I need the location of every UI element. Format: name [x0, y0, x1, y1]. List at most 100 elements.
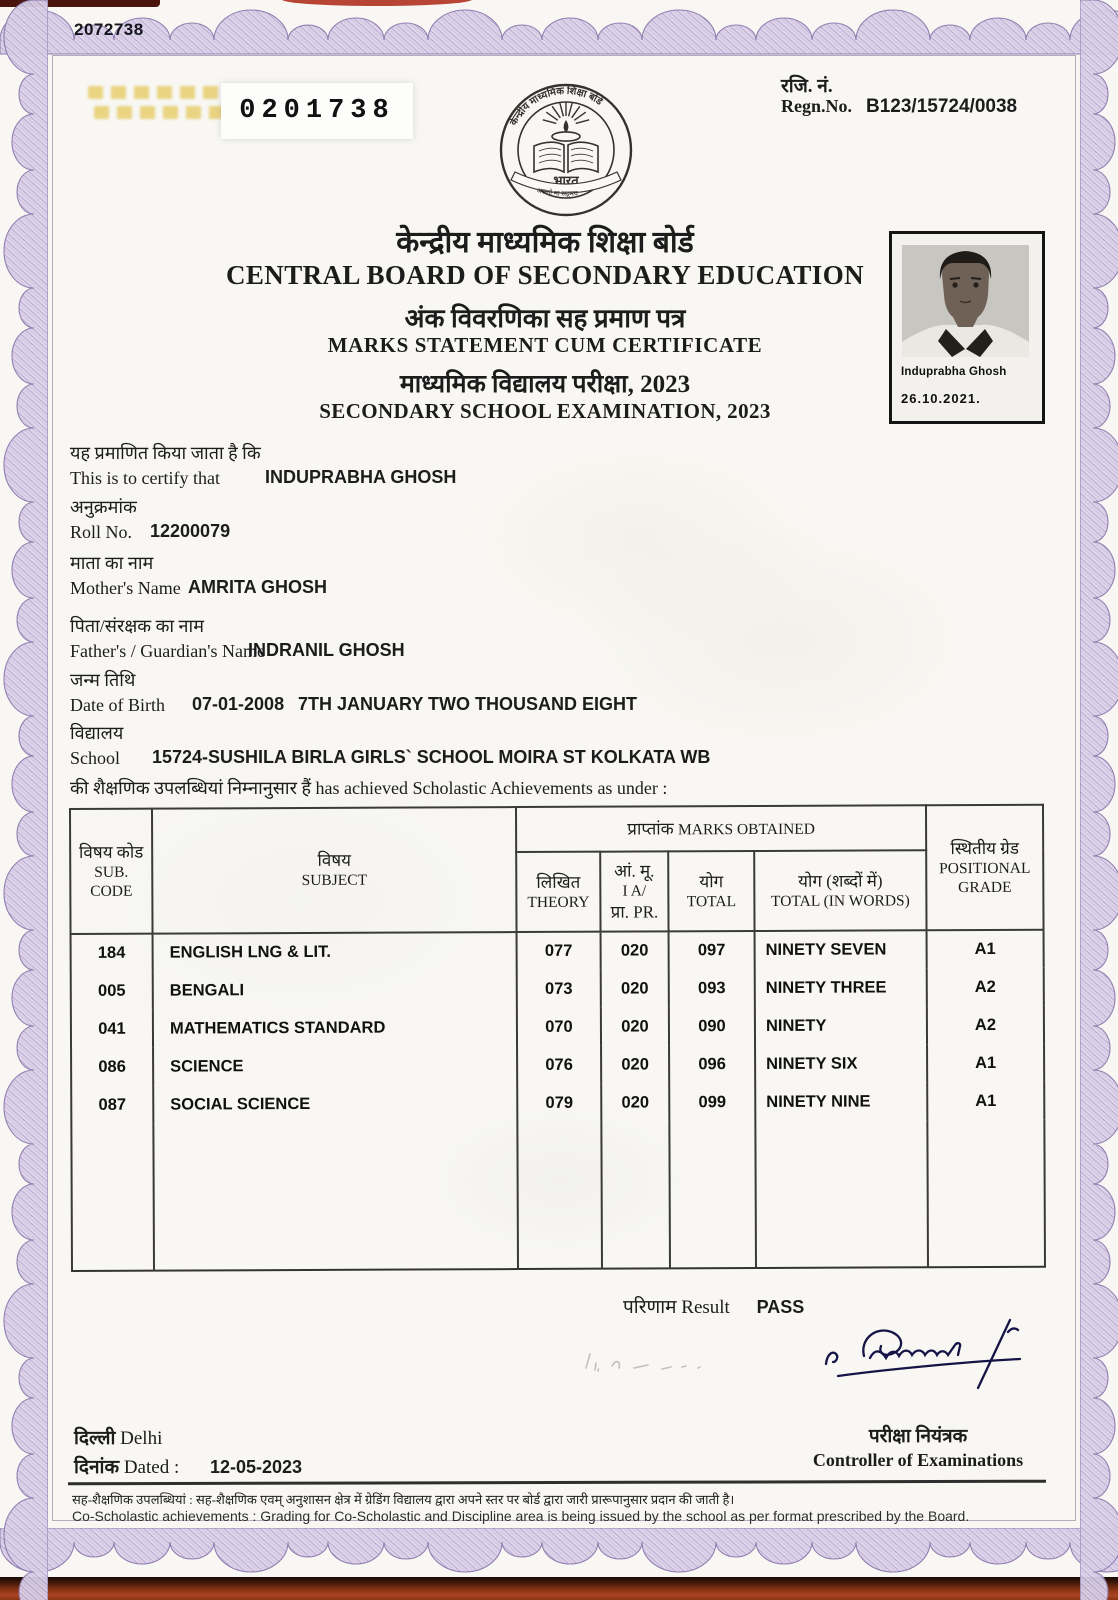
- cell-code: 184: [70, 933, 153, 972]
- lace-border-top: [0, 9, 1118, 55]
- result-value: PASS: [756, 1297, 805, 1317]
- cell-grade: A1: [927, 1043, 1045, 1083]
- mother-value: AMRITA GHOSH: [188, 577, 327, 597]
- cell-words: NINETY: [754, 1006, 928, 1046]
- lace-border-bottom: [0, 1528, 1118, 1573]
- cell-code: 041: [70, 1009, 154, 1048]
- col-header-internal-assessment: आं. मू. I A/ प्रा. PR.: [600, 851, 669, 932]
- serial-number: 0201738: [239, 96, 395, 126]
- photo-caption-name: Induprabha Ghosh: [901, 366, 1007, 378]
- print-number: 2072738: [74, 20, 144, 39]
- lace-border-right: [1080, 0, 1118, 1600]
- roll-label-hindi: अनुक्रमांक: [70, 497, 137, 517]
- document-title-hindi: अंक विवरणिका सह प्रमाण पत्र: [404, 304, 686, 333]
- cell-subject: SCIENCE: [153, 1046, 518, 1086]
- regn-label-hindi: रजि. नं.: [781, 76, 833, 97]
- regn-label: Regn.No.: [781, 96, 852, 116]
- table-row: 184 ENGLISH LNG & LIT. 077 020 097 NINET…: [70, 929, 1044, 972]
- regn-row: Regn.No. B123/15724/0038: [781, 96, 1017, 118]
- dob-label: Date of Birth: [70, 695, 165, 715]
- cell-total: 090: [668, 1007, 756, 1046]
- dated-value: 12-05-2023: [209, 1457, 303, 1477]
- cell-code: 005: [70, 971, 153, 1010]
- controller-signature: [824, 1318, 1022, 1390]
- emblem-book-icon: [533, 141, 599, 174]
- table-row: 086 SCIENCE 076 020 096 NINETY SIX A1: [71, 1043, 1045, 1086]
- cell-ia: 020: [600, 1007, 670, 1046]
- marks-table: विषय कोड SUB. CODE विषय SUBJECT प्राप्ता…: [68, 803, 1047, 1272]
- cell-subject: SOCIAL SCIENCE: [153, 1084, 518, 1124]
- dated-label-hindi: दिनांक: [74, 1457, 120, 1478]
- col-header-subject-code: विषय कोड SUB. CODE: [69, 808, 153, 934]
- exam-title: SECONDARY SCHOOL EXAMINATION, 2023: [319, 399, 771, 423]
- dated-label: Dated :: [123, 1457, 180, 1478]
- cbse-emblem: केन्द्रीय माध्यमिक शिक्षा बोर्ड भारत असत…: [499, 84, 633, 217]
- cell-ia: 020: [600, 931, 669, 970]
- lace-border-left: [3, 0, 48, 1600]
- cell-words: NINETY THREE: [754, 968, 927, 1008]
- dob-value: 07-01-2008: [192, 694, 285, 714]
- result-label-hindi: परिणाम: [623, 1297, 677, 1318]
- cell-words: NINETY NINE: [755, 1082, 928, 1122]
- cell-code: 087: [71, 1085, 154, 1124]
- place-line: दिल्ली Delhi: [74, 1424, 162, 1450]
- cell-theory: 077: [516, 931, 601, 971]
- mother-label: Mother's Name: [70, 578, 181, 598]
- certify-line: This is to certify that: [70, 468, 220, 488]
- board-title-hindi: केन्द्रीय माध्यमिक शिक्षा बोर्ड: [396, 226, 694, 259]
- father-label-hindi: पिता/संरक्षक का नाम: [70, 616, 204, 636]
- col-header-total-in-words: योग (शब्दों में) TOTAL (IN WORDS): [754, 850, 927, 932]
- achievement-english: has achieved Scholastic Achievements as …: [315, 778, 668, 798]
- exam-title-hindi: माध्यमिक विद्यालय परीक्षा, 2023: [399, 371, 691, 398]
- cell-words: NINETY SIX: [755, 1044, 928, 1084]
- cell-subject: BENGALI: [152, 970, 517, 1010]
- cell-words: NINETY SEVEN: [754, 930, 927, 970]
- achievement-line: की शैक्षणिक उपलब्धियां निम्नानुसार हैं h…: [70, 776, 667, 800]
- scan-edge-bottom: [0, 1577, 1118, 1600]
- school-label: School: [70, 748, 121, 768]
- roll-label: Roll No.: [70, 522, 133, 542]
- result-line: परिणाम Result PASS: [623, 1293, 804, 1319]
- col-header-subject: विषय SUBJECT: [151, 807, 517, 934]
- scan-edge-top-red: [282, 0, 472, 6]
- table-row: 005 BENGALI 073 020 093 NINETY THREE A2: [70, 967, 1044, 1010]
- table-empty-row: [71, 1119, 1046, 1271]
- father-label: Father's / Guardian's Name: [70, 641, 265, 661]
- controller-title: Controller of Examinations: [812, 1450, 1024, 1470]
- footer-divider: [67, 1479, 1047, 1485]
- emblem-flame-icon: [563, 120, 569, 133]
- footnote-hindi: सह-शैक्षणिक उपलब्धियां : सह-शैक्षणिक एवम…: [72, 1492, 735, 1507]
- pencil-scribble: [585, 1353, 701, 1372]
- dob-words-value: 7TH JANUARY TWO THOUSAND EIGHT: [298, 694, 638, 714]
- cell-theory: 070: [516, 1007, 602, 1047]
- emblem-rays: [542, 102, 590, 125]
- regn-value: B123/15724/0038: [866, 96, 1018, 117]
- cell-theory: 079: [517, 1083, 602, 1123]
- col-header-total: योग TOTAL: [668, 851, 755, 932]
- cell-ia: 020: [600, 969, 669, 1008]
- cell-ia: 020: [601, 1083, 670, 1122]
- col-header-positional-grade: स्थितीय ग्रेड POSITIONAL GRADE: [925, 804, 1044, 931]
- cell-grade: A2: [926, 1005, 1045, 1045]
- cell-code: 086: [71, 1047, 154, 1086]
- mother-label-hindi: माता का नाम: [70, 553, 154, 573]
- board-title: CENTRAL BOARD OF SECONDARY EDUCATION: [225, 260, 864, 290]
- table-row: 041 MATHEMATICS STANDARD 070 020 090 NIN…: [70, 1005, 1045, 1048]
- father-value: INDRANIL GHOSH: [248, 640, 405, 660]
- serial-number-box: 0201738: [221, 83, 413, 139]
- cell-theory: 073: [516, 969, 601, 1009]
- student-photo-image: [902, 245, 1029, 357]
- place-english: Delhi: [120, 1428, 163, 1449]
- roll-value: 12200079: [150, 521, 231, 541]
- school-label-hindi: विद्यालय: [70, 723, 124, 743]
- cell-theory: 076: [517, 1045, 602, 1085]
- controller-title-hindi: परीक्षा नियंत्रक: [868, 1426, 968, 1447]
- cell-subject: ENGLISH LNG & LIT.: [152, 932, 517, 972]
- cell-total: 096: [669, 1045, 756, 1084]
- cell-grade: A2: [926, 967, 1044, 1007]
- student-name-value: INDUPRABHA GHOSH: [265, 467, 457, 487]
- col-header-theory: लिखित THEORY: [516, 851, 601, 933]
- achievement-hindi: की शैक्षणिक उपलब्धियां निम्नानुसार हैं: [70, 778, 312, 798]
- cell-total: 093: [668, 969, 755, 1008]
